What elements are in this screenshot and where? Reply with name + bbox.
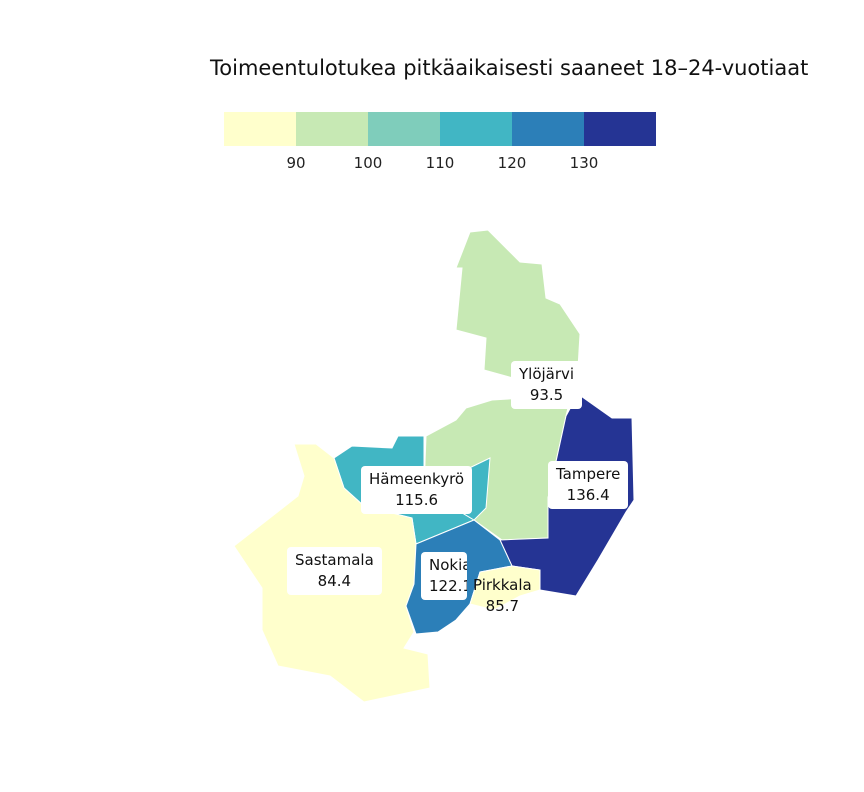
label-sastamala: Sastamala 84.4: [287, 547, 382, 595]
label-value: 85.7: [485, 597, 520, 615]
label-name: Sastamala: [295, 551, 374, 569]
legend-swatch-1: [224, 112, 296, 146]
label-ylojarvi: Ylöjärvi 93.5: [511, 361, 583, 409]
legend-swatch-3: [368, 112, 440, 146]
label-nokia: Nokia 122.1: [421, 552, 467, 600]
map-title: Toimeentulotukea pitkäaikaisesti saaneet…: [210, 56, 809, 80]
label-value: 93.5: [529, 386, 564, 404]
legend-tick: 120: [497, 154, 527, 172]
label-name: Hämeenkyrö: [369, 470, 465, 488]
legend-ticks: 90 100 110 120 130: [224, 154, 656, 174]
legend-swatch-2: [296, 112, 368, 146]
legend-tick: 110: [425, 154, 455, 172]
legend-tick: 130: [569, 154, 599, 172]
color-legend: [224, 112, 656, 146]
legend-tick: 100: [353, 154, 383, 172]
legend-swatch-4: [440, 112, 512, 146]
label-value: 136.4: [566, 486, 610, 504]
label-pirkkala: Pirkkala 85.7: [471, 575, 534, 617]
label-name: Nokia: [429, 556, 467, 574]
label-name: Pirkkala: [473, 576, 532, 594]
label-name: Ylöjärvi: [519, 365, 575, 383]
legend-swatch-5: [512, 112, 584, 146]
legend-tick: 90: [286, 154, 306, 172]
region-pirkkala[interactable]: [469, 565, 541, 611]
label-hameenkyro: Hämeenkyrö 115.6: [361, 466, 473, 514]
label-tampere: Tampere 136.4: [548, 461, 629, 509]
label-value: 84.4: [317, 572, 352, 590]
legend-swatch-6: [584, 112, 656, 146]
label-name: Tampere: [556, 465, 621, 483]
label-value: 122.1: [429, 577, 467, 595]
label-value: 115.6: [395, 491, 439, 509]
